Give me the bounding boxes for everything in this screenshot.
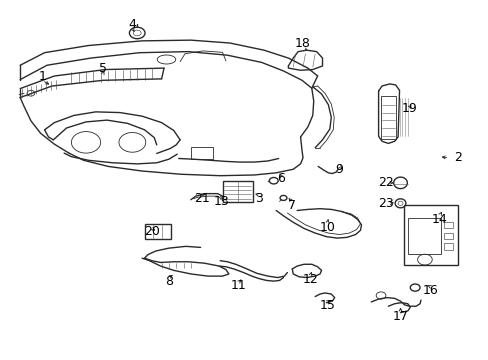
Bar <box>144 224 171 239</box>
Text: 2: 2 <box>453 151 461 164</box>
Text: 20: 20 <box>143 225 160 238</box>
Bar <box>380 96 395 139</box>
Bar <box>407 218 441 253</box>
Text: 12: 12 <box>302 273 318 286</box>
Bar <box>444 233 452 239</box>
Text: 14: 14 <box>431 213 447 226</box>
Text: 9: 9 <box>335 163 343 176</box>
Text: 17: 17 <box>392 310 407 323</box>
Text: 10: 10 <box>319 221 335 234</box>
Text: 5: 5 <box>99 62 107 75</box>
Bar <box>190 147 212 159</box>
Text: 23: 23 <box>377 197 393 210</box>
Text: 22: 22 <box>377 176 393 189</box>
Text: 6: 6 <box>277 172 285 185</box>
Text: 1: 1 <box>38 69 46 82</box>
Text: 8: 8 <box>164 275 173 288</box>
Bar <box>444 243 452 250</box>
Text: 19: 19 <box>401 102 416 115</box>
Text: 13: 13 <box>213 195 228 208</box>
Bar <box>404 205 457 265</box>
Text: 16: 16 <box>422 284 438 297</box>
Text: 7: 7 <box>287 199 295 212</box>
Text: 18: 18 <box>294 37 310 50</box>
Bar <box>222 181 252 202</box>
Text: 3: 3 <box>255 192 263 205</box>
Text: 4: 4 <box>128 18 136 31</box>
Text: 15: 15 <box>319 299 335 312</box>
Text: 11: 11 <box>230 279 246 292</box>
Text: 21: 21 <box>193 192 209 205</box>
Bar <box>444 222 452 228</box>
